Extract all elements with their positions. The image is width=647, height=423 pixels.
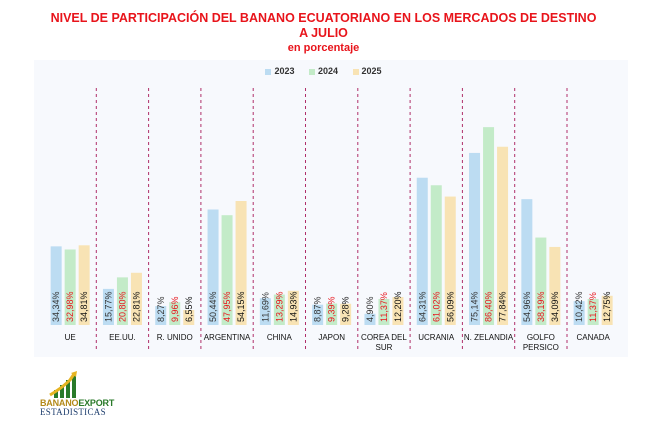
legend-label-2024: 2024 <box>317 66 339 76</box>
data-label-2024-4: 13,29% <box>274 291 284 322</box>
data-label-2024-2: 9,96% <box>170 296 180 322</box>
category-label-9: PERSICO <box>523 343 559 352</box>
data-label-2023-7: 64,31% <box>417 291 427 322</box>
bar-2023-4 <box>259 298 271 325</box>
data-label-2023-2: 8,27% <box>156 296 166 322</box>
legend-swatch-2023 <box>265 68 272 75</box>
category-label-3: ARGENTINA <box>204 333 251 342</box>
data-label-2025-7: 56,09% <box>445 291 455 322</box>
category-label-2: R. UNIDO <box>157 333 193 342</box>
bar-2024-5 <box>326 303 338 325</box>
data-label-2024-7: 61,02% <box>431 291 441 322</box>
logo-word2: EXPORT <box>78 398 115 408</box>
bar-2024-7 <box>430 185 442 325</box>
bar-2024-3 <box>221 215 233 325</box>
data-label-2023-3: 50,44% <box>208 291 218 322</box>
bar-2024-10 <box>587 298 599 325</box>
bar-2023-8 <box>469 152 481 325</box>
data-label-2023-0: 34,34% <box>51 291 61 322</box>
bar-2025-8 <box>497 146 509 325</box>
bar-2024-6 <box>378 298 390 325</box>
legend-label-2023: 2023 <box>274 66 295 76</box>
data-label-2025-1: 22,81% <box>131 291 141 322</box>
bar-2025-4 <box>287 290 299 325</box>
data-label-2024-5: 9,39% <box>327 296 337 322</box>
data-label-2025-6: 12,20% <box>393 291 403 322</box>
data-label-2023-9: 54,96% <box>522 291 532 322</box>
chart-title-line2: A JULIO <box>299 26 348 40</box>
bar-2025-0 <box>78 245 90 325</box>
chart-title-line1: NIVEL DE PARTICIPACIÓN DEL BANANO ECUATO… <box>50 11 597 25</box>
data-label-2023-1: 15,77% <box>103 291 113 322</box>
bar-2023-0 <box>50 246 62 325</box>
category-label-9: GOLFO <box>527 333 555 342</box>
data-label-2025-2: 6,55% <box>184 296 194 322</box>
bar-2024-8 <box>483 127 495 325</box>
logo-subtitle: ESTADISTICAS <box>40 407 106 417</box>
bar-2023-9 <box>521 199 533 325</box>
legend-swatch-2024 <box>308 68 315 75</box>
bar-2025-3 <box>235 200 247 325</box>
category-label-1: EE.UU. <box>109 333 136 342</box>
data-label-2024-9: 38,19% <box>536 291 546 322</box>
data-label-2023-8: 75,14% <box>470 291 480 322</box>
bar-2023-6 <box>364 313 376 325</box>
data-label-2025-9: 34,09% <box>550 291 560 322</box>
data-label-2023-5: 8,87% <box>313 296 323 322</box>
data-label-2024-10: 11,37% <box>588 292 598 322</box>
bar-2025-6 <box>392 297 404 325</box>
data-label-2024-8: 86,40% <box>484 291 494 322</box>
bar-2024-9 <box>535 237 547 325</box>
category-label-7: UCRANIA <box>418 333 455 342</box>
bar-2024-1 <box>116 277 128 325</box>
legend: 2023 2024 2025 <box>0 66 647 76</box>
data-label-2025-3: 54,15% <box>236 291 246 322</box>
bar-2023-10 <box>573 301 585 325</box>
data-label-2024-0: 32,98% <box>65 291 75 322</box>
data-label-2025-0: 34,81% <box>79 291 89 322</box>
bar-2025-5 <box>340 303 352 325</box>
bar-2023-3 <box>207 209 219 325</box>
data-label-2023-6: 4,90% <box>365 296 375 322</box>
bar-2023-2 <box>155 306 167 325</box>
category-label-6: SUR <box>376 343 393 352</box>
data-label-2024-6: 11,37% <box>379 292 389 322</box>
logo-word1: BANANO <box>40 398 79 408</box>
bar-2025-1 <box>130 272 142 325</box>
data-label-2023-4: 11,69% <box>260 292 270 322</box>
bar-2025-9 <box>549 246 561 325</box>
legend-item-2024: 2024 <box>308 66 339 76</box>
category-label-6: COREA DEL <box>361 333 407 342</box>
legend-swatch-2025 <box>352 68 359 75</box>
data-label-2024-3: 47,95% <box>222 291 232 322</box>
logo-title: BANANOEXPORT <box>40 398 114 408</box>
chart-subtitle: en porcentaje <box>287 42 360 54</box>
banano-export-logo-icon <box>49 371 77 398</box>
bar-2025-10 <box>601 295 613 325</box>
legend-item-2023: 2023 <box>265 66 294 76</box>
category-label-8: N. ZELANDIA <box>464 333 514 342</box>
data-label-2025-4: 14,93% <box>288 291 298 322</box>
category-label-4: CHINA <box>267 333 293 342</box>
bar-2024-4 <box>273 294 285 325</box>
legend-item-2025: 2025 <box>352 66 382 76</box>
category-label-10: CANADA <box>576 333 610 342</box>
data-label-2025-5: 9,28% <box>341 296 351 322</box>
data-label-2024-1: 20,80% <box>117 291 127 322</box>
bar-2025-2 <box>183 310 195 325</box>
bar-2023-1 <box>102 288 114 325</box>
category-label-5: JAPON <box>318 333 345 342</box>
data-label-2025-10: 12,75% <box>602 291 612 322</box>
bar-2024-2 <box>169 302 181 325</box>
bar-2024-0 <box>64 249 76 325</box>
data-label-2023-10: 10,42% <box>574 291 584 322</box>
legend-label-2025: 2025 <box>361 66 382 76</box>
bar-2025-7 <box>444 196 456 325</box>
bar-2023-7 <box>416 177 428 325</box>
bar-2023-5 <box>312 304 324 325</box>
data-label-2025-8: 77,84% <box>498 291 508 322</box>
category-label-0: UE <box>65 333 76 342</box>
